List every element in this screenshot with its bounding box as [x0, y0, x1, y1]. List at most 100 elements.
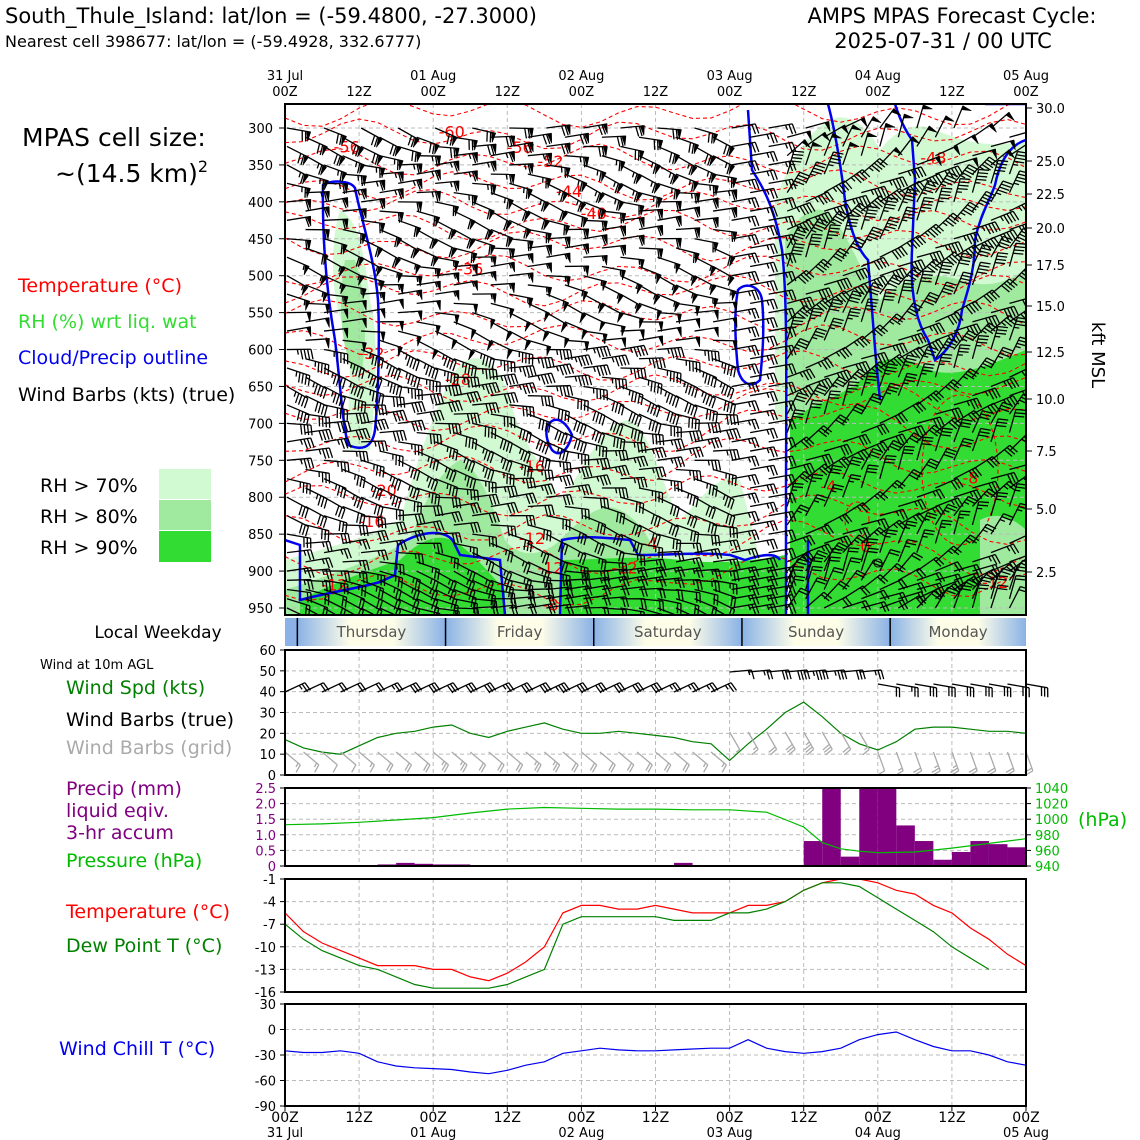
barb-half: [330, 391, 334, 397]
barb-staff: [323, 579, 348, 585]
barb-full: [347, 570, 351, 582]
barb-half: [431, 191, 434, 198]
barb-full: [360, 401, 363, 412]
barb-half: [404, 354, 408, 360]
barb-flag: [380, 292, 386, 303]
cloud-outline-path: [321, 180, 381, 449]
barb-half: [314, 361, 317, 367]
barb-half: [352, 494, 356, 501]
barb-staff: [361, 529, 385, 535]
barb-flag: [361, 188, 367, 199]
barb-full: [300, 424, 303, 435]
profile-wind-barb: [397, 238, 420, 259]
barb-full: [320, 404, 325, 415]
profile-wind-barb: [379, 570, 404, 589]
profile-wind-barb: [342, 136, 364, 157]
profile-wind-barb: [379, 320, 404, 332]
barb-staff: [342, 412, 367, 415]
barb-full: [343, 353, 345, 364]
barb-staff: [360, 385, 384, 396]
barb-full: [407, 135, 413, 146]
profile-wind-barb: [305, 447, 334, 459]
barb-staff: [379, 487, 402, 500]
profile-wind-barb: [398, 513, 426, 525]
barb-staff: [305, 607, 327, 615]
profile-wind-barb: [379, 429, 407, 442]
barb-staff: [620, 441, 645, 444]
barb-full: [362, 428, 368, 439]
barb-full: [359, 388, 365, 399]
barb-full: [373, 504, 378, 515]
barb-flag: [357, 146, 364, 157]
barb-full: [313, 383, 319, 394]
barb-full: [316, 143, 321, 154]
barb-staff: [361, 515, 386, 519]
profile-wind-barb: [398, 289, 423, 300]
profile-wind-barb: [379, 210, 404, 223]
barb-full: [360, 175, 364, 187]
profile-wind-barb: [398, 275, 423, 287]
barb-staff: [397, 570, 421, 581]
barb-staff: [398, 441, 422, 447]
barb-full: [370, 135, 376, 146]
barb-half: [340, 570, 343, 577]
profile-wind-barb: [323, 385, 346, 408]
barb-full: [402, 410, 408, 421]
barb-full: [390, 367, 396, 378]
profile-wind-barb: [397, 127, 420, 148]
barb-flag: [325, 229, 330, 240]
profile-wind-barb: [323, 145, 346, 167]
barb-full: [384, 549, 389, 561]
barb-full: [323, 207, 329, 218]
profile-wind-barb: [361, 291, 386, 303]
barb-full: [328, 447, 334, 458]
barb-full: [310, 458, 315, 469]
barb-full: [371, 354, 375, 365]
barb-half: [375, 266, 379, 272]
isotherm-line: [285, 104, 1013, 128]
profile-wind-barb: [416, 169, 441, 181]
barb-staff: [305, 568, 330, 572]
profile-wind-barb: [286, 607, 309, 615]
barb-flag: [436, 155, 442, 166]
barb-full: [304, 526, 310, 537]
barb-full: [340, 352, 342, 363]
barb-full: [402, 430, 407, 441]
barb-full: [303, 424, 306, 435]
barb-staff: [342, 559, 367, 563]
profile-wind-barb: [379, 171, 404, 183]
legend-rh70-label: RH > 70%: [40, 475, 138, 497]
barb-full: [338, 395, 343, 407]
barb-staff: [342, 450, 367, 453]
barb-full: [433, 216, 436, 227]
barb-full: [416, 201, 420, 213]
barb-flag: [361, 300, 367, 311]
profile-wind-barb: [361, 197, 386, 210]
barb-staff: [397, 367, 421, 380]
top-axis-hour-label: 12Z: [791, 85, 817, 100]
barb-full: [342, 198, 347, 209]
profile-wind-barb: [305, 206, 330, 218]
barb-staff: [305, 468, 330, 474]
barb-half: [337, 170, 340, 176]
barb-staff: [361, 440, 386, 443]
barb-full: [347, 420, 352, 432]
barb-staff: [305, 428, 330, 434]
profile-wind-barb: [286, 567, 315, 579]
barb-full: [343, 583, 346, 594]
barb-staff: [286, 385, 309, 399]
barb-half: [360, 288, 362, 294]
profile-wind-barb: [342, 188, 367, 200]
barb-full: [316, 385, 322, 396]
barb-full: [399, 540, 404, 551]
barb-full: [317, 402, 322, 414]
profile-wind-barb: [323, 496, 346, 520]
profile-wind-barb: [379, 247, 401, 268]
profile-wind-barb: [305, 505, 328, 528]
barb-flag: [343, 183, 349, 194]
profile-wind-barb: [360, 385, 385, 405]
barb-full: [300, 349, 304, 360]
barb-full: [342, 219, 346, 230]
isotherm-label: -12: [612, 558, 638, 577]
barb-full: [304, 508, 309, 519]
